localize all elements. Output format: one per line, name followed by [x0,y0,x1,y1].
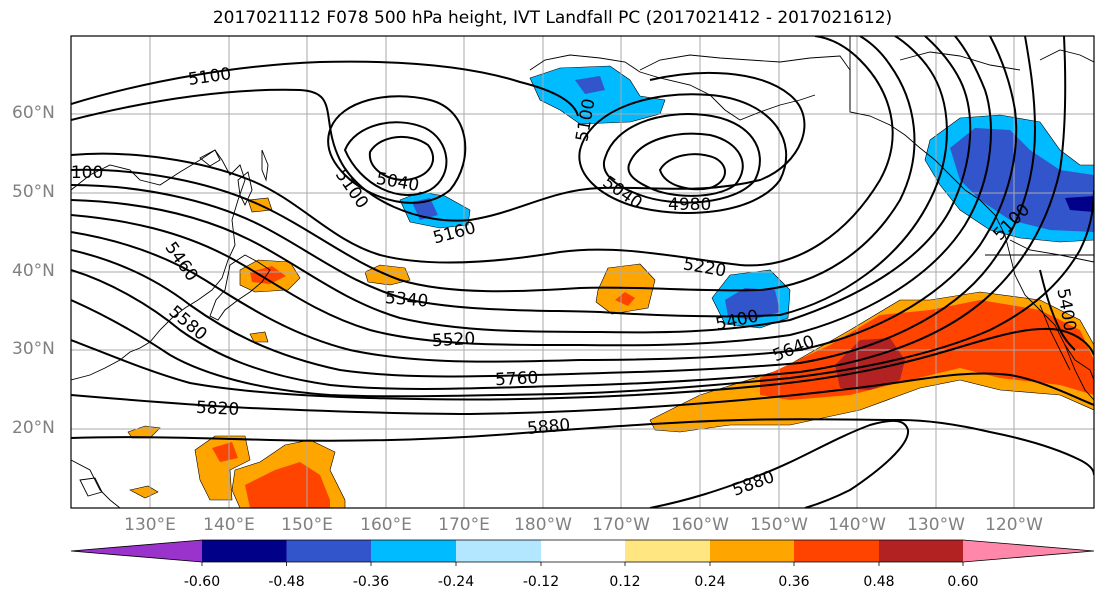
colorbar-tick-label: 0.24 [694,574,726,590]
lat-label-20n: 20°N [12,418,55,438]
lat-label-40n: 40°N [12,261,55,281]
colorbar-bin [456,540,541,562]
contour-5220 [71,36,894,267]
map-frame [70,35,1095,509]
contour-low-east-4 [658,153,726,191]
lat-label-50n: 50°N [12,182,55,202]
coastlines [71,36,1094,508]
map-title: 2017021112 F078 500 hPa height, IVT Land… [212,8,893,28]
contour-5640 [71,36,1067,390]
contour-5880 [71,418,1094,476]
ivt-alaska [529,65,666,125]
lat-label-30n: 30°N [12,339,55,359]
colorbar-extend-low [71,540,202,562]
colorbar-bin [879,540,963,562]
height-contours [71,36,1094,508]
contour-low-east-3 [627,132,744,197]
colorbar-bin [541,540,625,562]
contour-low-west-3 [368,135,434,182]
colorbar-tick-label: -0.48 [268,574,305,590]
colorbar-bin [625,540,710,562]
contour-5280 [71,36,916,293]
colorbar-tick-label: -0.36 [352,574,390,590]
lon-label-170e: 170°E [438,515,490,535]
lon-label-130e: 130°E [124,515,176,535]
colorbar-bin [794,540,879,562]
colorbar-bin [202,540,287,562]
contour-label: 5340 [384,288,429,312]
contour-5460 [71,36,992,347]
lon-label-180w: 180°W [514,515,572,535]
colorbar-tick-label: -0.24 [437,574,475,590]
contour-5100-east [1039,269,1076,351]
contour-5520 [71,36,1018,363]
contour-low-east-2 [602,113,761,204]
lon-label-120w: 120°W [985,515,1043,535]
colorbar-tick-label: 0.48 [863,574,895,590]
lon-label-130w: 130°W [907,515,965,535]
colorbar-tick-label: 0.12 [609,574,641,590]
ivt-shading-negative [399,65,1094,329]
contour-5760 [71,327,1094,401]
contour-low-west-1 [327,95,467,204]
contour-label: 5820 [195,398,239,420]
contour-label: 5760 [495,368,539,390]
colorbar-tick-label: 0.60 [947,574,979,590]
contour-low-west-2 [343,121,448,196]
colorbar-tick-label: -0.12 [522,574,560,590]
contour-5340 [71,36,948,318]
lon-label-150e: 150°E [281,515,333,535]
colorbar-extend-high [963,540,1094,562]
lon-label-150w: 150°W [750,515,808,535]
contour-5580 [71,36,1037,378]
lon-label-140w: 140°W [828,515,886,535]
contour-5100-north [71,60,579,117]
contour-5160-outer [71,71,806,222]
contour-5400 [71,36,972,334]
ivt-tropics-west [194,435,251,501]
colorbar-bin [710,540,794,562]
contour-5880-south [649,419,910,508]
lon-label-170w: 170°W [592,515,650,535]
lat-label-60n: 60°N [12,103,55,123]
contour-label: 5100 [60,163,103,183]
ivt-central-pacific [595,263,656,315]
colorbar-bin [371,540,456,562]
contour-5820 [71,372,1094,416]
lon-label-160w: 160°W [671,515,729,535]
colorbar [70,539,1095,566]
lon-label-160e: 160°E [360,515,412,535]
contour-label: 5520 [432,329,476,351]
colorbar-tick-label: 0.36 [778,574,810,590]
contour-low-east-1 [578,93,788,214]
contour-label: 5880 [526,415,571,439]
contour-5700 [71,189,1094,398]
lon-label-140e: 140°E [203,515,255,535]
contour-label: 4980 [668,195,711,215]
colorbar-bin [286,540,371,562]
colorbar-tick-label: -0.60 [183,574,221,590]
